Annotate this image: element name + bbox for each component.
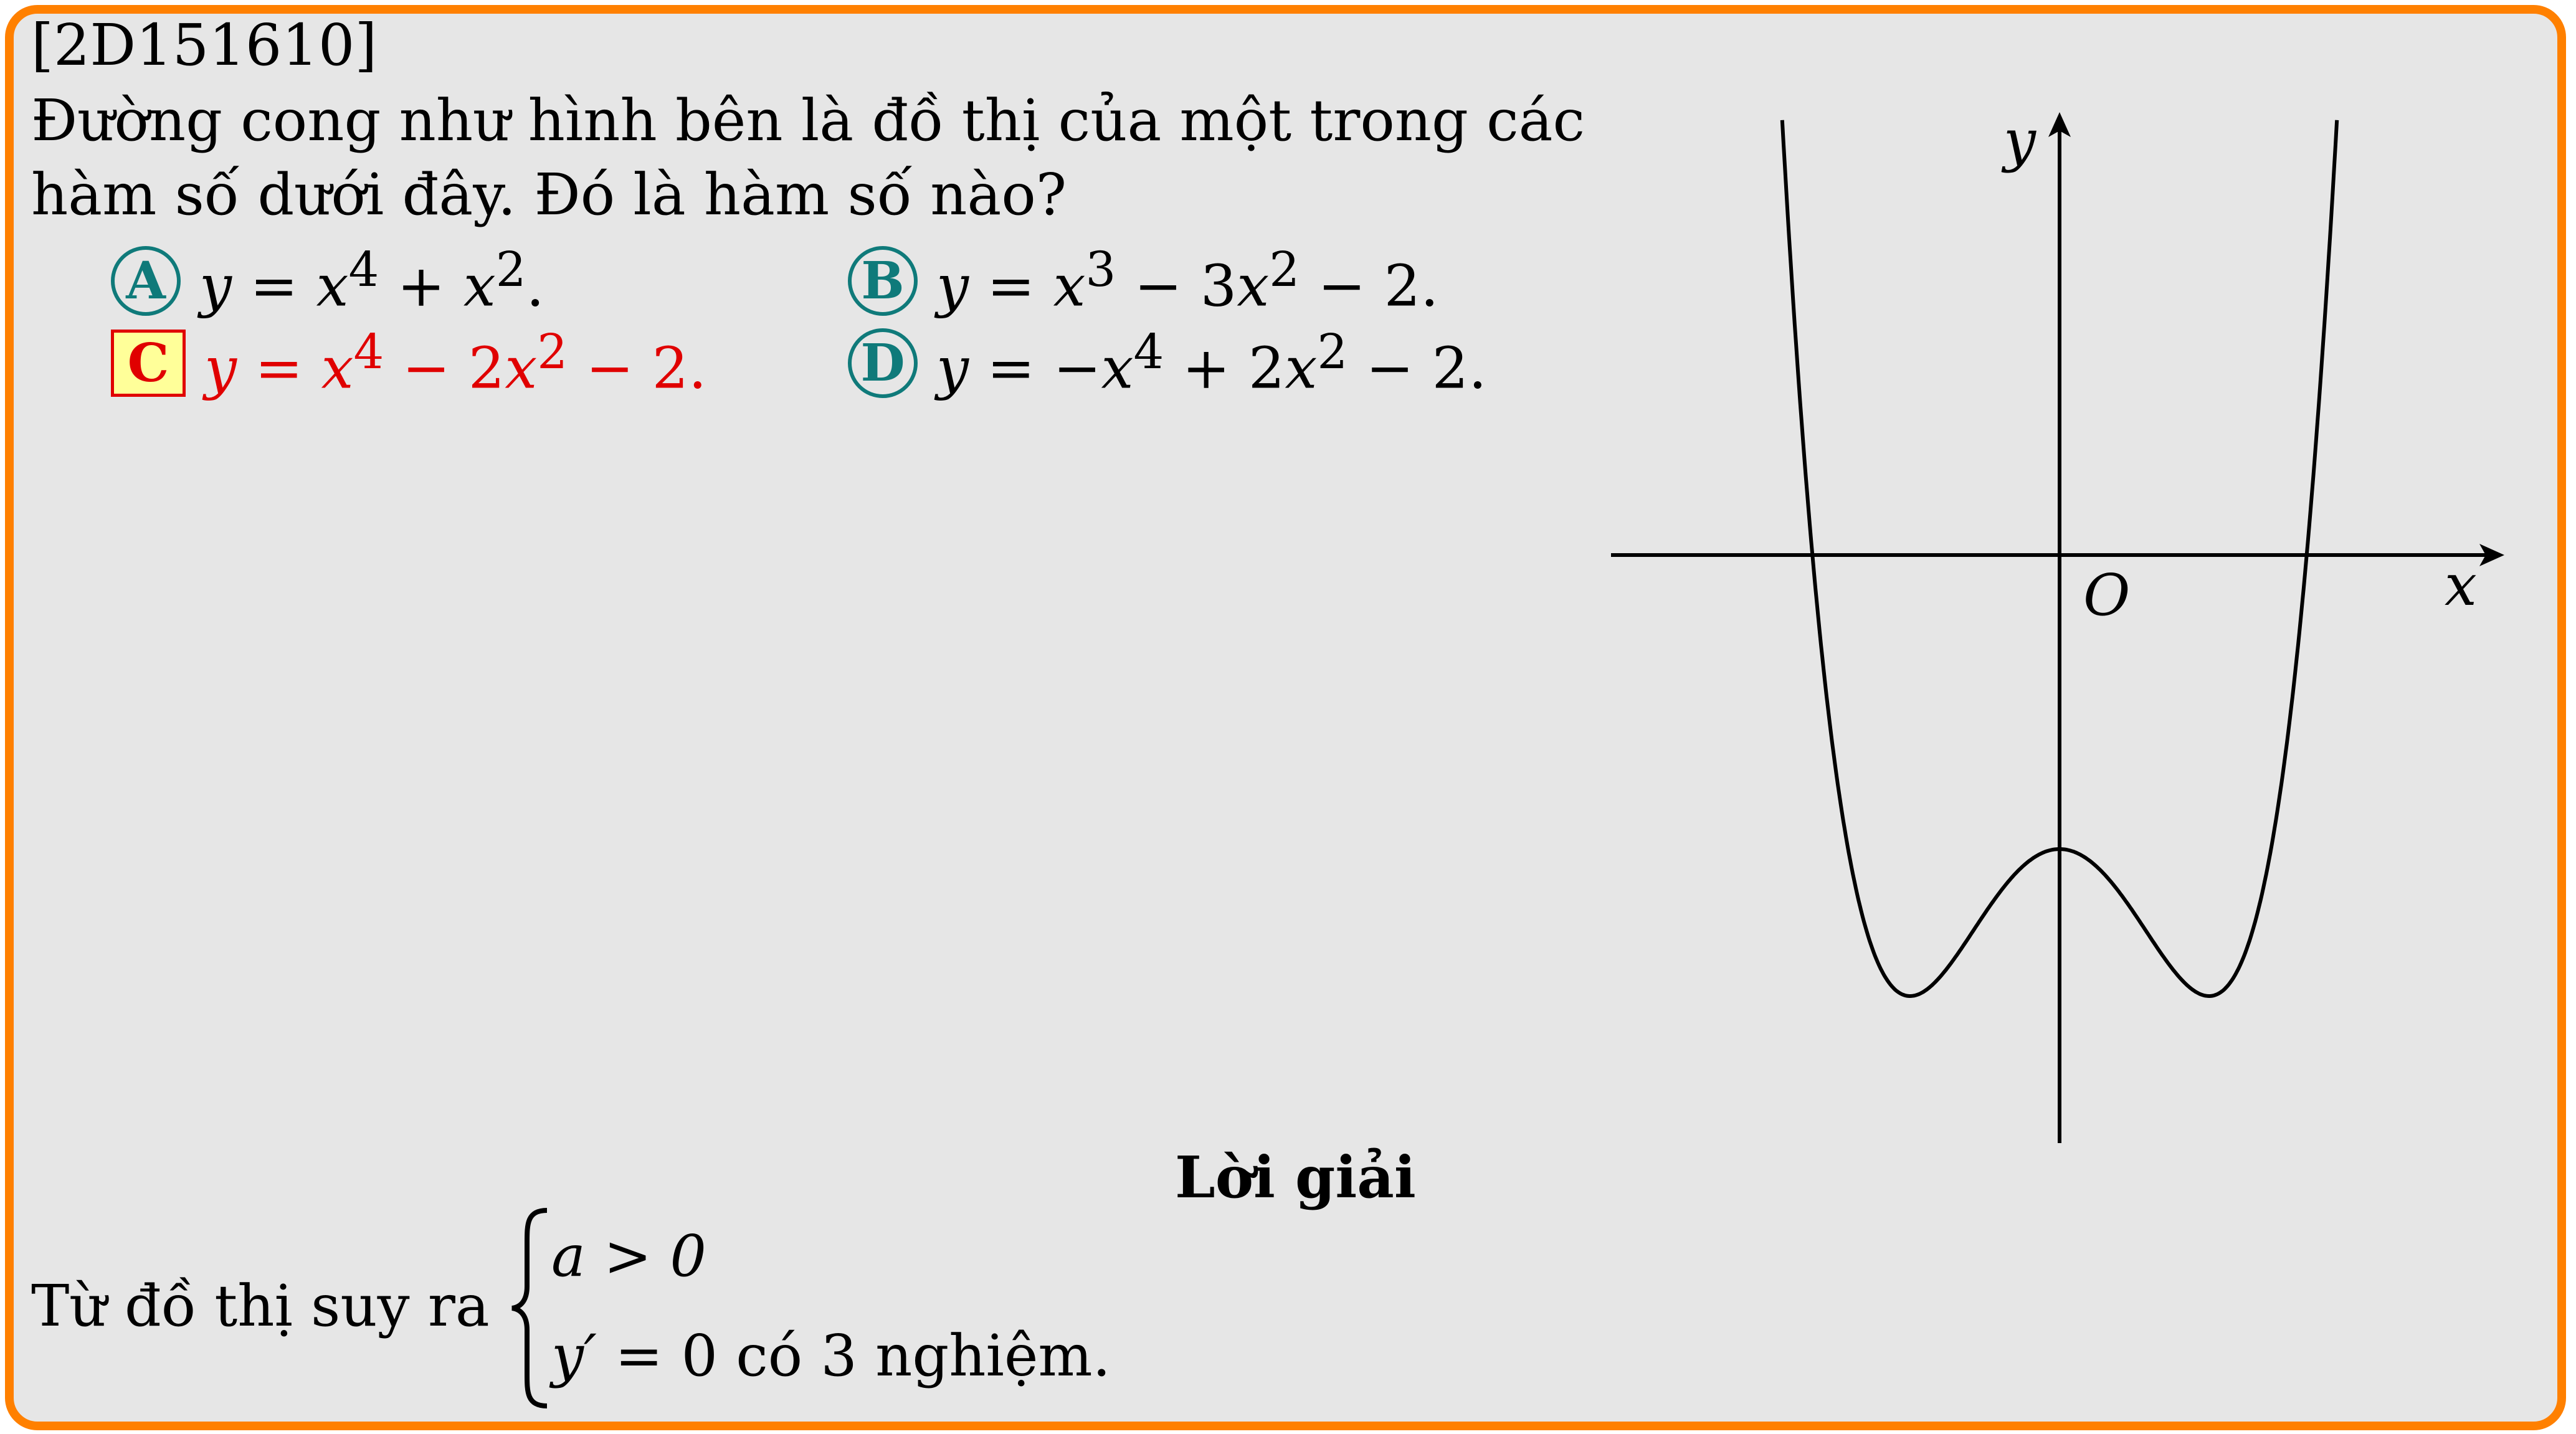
option-b-formula: y = x3 − 3x2 − 2. [936,242,1439,320]
option-a-formula: y = x4 + x2. [199,242,544,320]
option-b[interactable]: B y = x3 − 3x2 − 2. [848,240,1438,321]
system-brace [511,1208,548,1408]
option-c-badge: C [111,330,186,397]
origin-label: O [2083,562,2130,629]
condition-2: y′ = 0 có 3 nghiệm. [551,1322,1111,1389]
solution-lead: Từ đồ thị suy ra [31,1273,490,1339]
solution-heading: Lời giải [1175,1144,1416,1211]
condition-1: a > 0 [551,1223,706,1289]
x-axis-arrow-icon [2479,544,2504,566]
option-c-formula: y = x4 − 2x2 − 2. [204,325,707,402]
option-b-badge: B [848,246,918,316]
question-line-1: Đường cong như hình bên là đồ thị của mộ… [31,87,1585,154]
question-line-2: hàm số dưới đây. Đó là hàm số nào? [31,161,1067,228]
y-axis-label: y [2001,107,2037,174]
function-graph: x y O [1611,107,2504,1143]
problem-code: [2D151610] [31,12,378,78]
option-a-badge: A [111,246,181,316]
option-d-badge: D [848,328,918,398]
option-a[interactable]: A y = x4 + x2. [111,240,544,321]
question-card [5,5,2566,1430]
option-c[interactable]: C y = x4 − 2x2 − 2. [111,323,706,404]
function-curve [1780,120,2339,999]
option-d-formula: y = −x4 + 2x2 − 2. [936,325,1487,402]
x-axis-label: x [2445,552,2477,619]
y-axis-arrow-icon [2048,112,2071,137]
option-d[interactable]: D y = −x4 + 2x2 − 2. [848,323,1486,404]
